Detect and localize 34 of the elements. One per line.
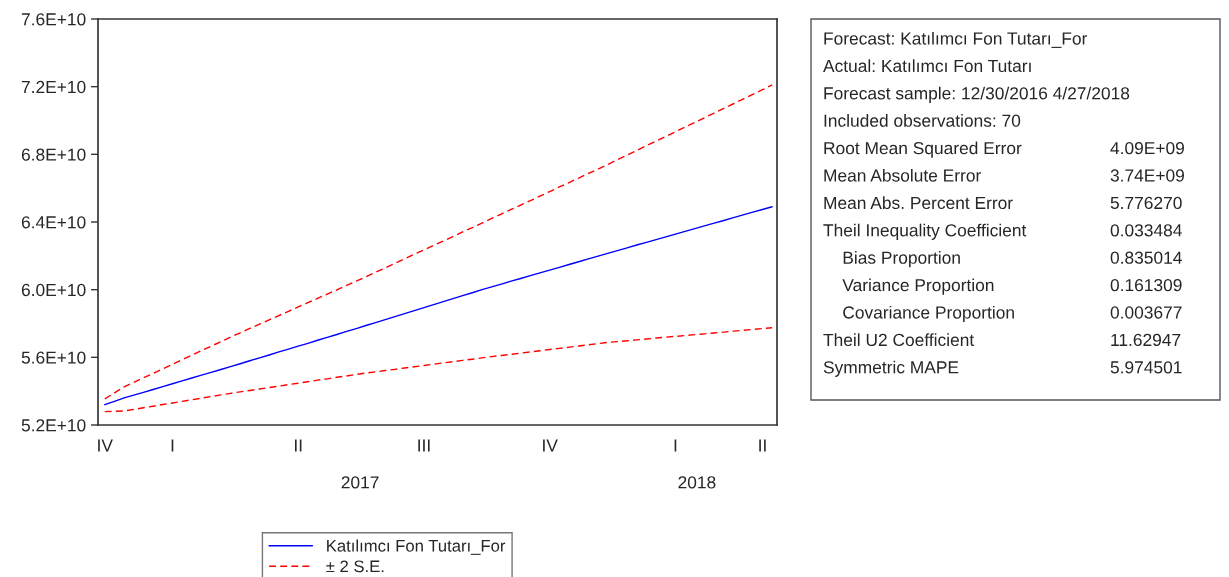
x-tick-label: II (295, 439, 302, 452)
text: Mean Abs. Percent Error 5.776270 (824, 196, 1182, 210)
y-tick-label: 6.0E+10 (21, 283, 86, 297)
text: Forecast sample: 12/30/2016 4/27/2018 (824, 86, 1130, 103)
text: 2017 (341, 476, 379, 489)
legend-label: Katılımcı Fon Tutarı_For (327, 539, 506, 555)
x-tick-label: III (418, 439, 430, 452)
text: Mean Absolute Error 3.74E+09 (824, 168, 1184, 182)
line-series (104, 327, 773, 413)
text: Theil U2 Coefficient 11.62947 (823, 333, 1181, 347)
x-tick-label: IV (98, 439, 113, 452)
text: Root Mean Squared Error 4.09E+09 (824, 141, 1184, 158)
text: Actual: Katılımcı Fon Tutarı (823, 59, 1031, 73)
text: Symmetric MAPE 5.974501 (823, 360, 1182, 377)
text: 2018 (678, 476, 716, 489)
text: Covariance Proportion 0.003677 (843, 305, 1182, 323)
y-tick-label: 5.2E+10 (21, 419, 86, 432)
y-tick-label: 6.8E+10 (21, 148, 86, 161)
y-tick-label: 5.6E+10 (21, 351, 86, 364)
text: Bias Proportion 0.835014 (843, 251, 1182, 268)
x-tick-label: I (674, 439, 677, 452)
x-tick-label: IV (543, 439, 558, 452)
y-tick-label: 7.6E+10 (21, 13, 86, 26)
text: Theil Inequality Coefficient 0.033484 (823, 223, 1182, 240)
text: Variance Proportion 0.161309 (842, 278, 1182, 295)
x-tick-label: I (171, 439, 174, 452)
line-series (104, 206, 773, 406)
legend-label: ± 2 S.E. (326, 560, 384, 573)
line-series (104, 84, 773, 400)
y-tick-label: 6.4E+10 (21, 216, 86, 229)
text: Included observations: 70 (824, 114, 1021, 127)
x-tick-label: II (759, 439, 766, 452)
text: Forecast: Katılımcı Fon Tutarı_For (824, 31, 1088, 48)
y-tick-label: 7.2E+10 (21, 80, 86, 94)
